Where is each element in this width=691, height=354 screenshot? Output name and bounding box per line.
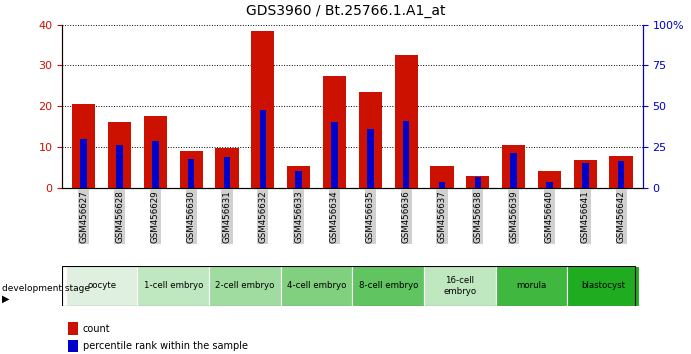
Bar bbox=[108, 122, 131, 188]
Bar bbox=[116, 145, 123, 188]
Bar bbox=[252, 31, 274, 188]
Bar bbox=[609, 156, 633, 188]
Text: development stage: development stage bbox=[2, 284, 90, 293]
Bar bbox=[331, 122, 338, 188]
Text: GSM456634: GSM456634 bbox=[330, 190, 339, 242]
Bar bbox=[287, 166, 310, 188]
Bar bbox=[395, 55, 418, 188]
Text: GSM456642: GSM456642 bbox=[616, 190, 625, 242]
Bar bbox=[152, 141, 158, 188]
Bar bbox=[72, 104, 95, 188]
Text: GSM456637: GSM456637 bbox=[437, 190, 446, 242]
Bar bbox=[367, 129, 374, 188]
Text: 2-cell embryo: 2-cell embryo bbox=[215, 281, 274, 290]
Bar bbox=[260, 110, 266, 188]
Bar bbox=[538, 171, 561, 188]
Text: oocyte: oocyte bbox=[87, 281, 116, 290]
Bar bbox=[224, 157, 230, 188]
Text: ▶: ▶ bbox=[2, 294, 10, 304]
Bar bbox=[495, 266, 567, 306]
Bar bbox=[582, 163, 589, 188]
Text: 1-cell embryo: 1-cell embryo bbox=[144, 281, 203, 290]
Bar bbox=[68, 340, 79, 352]
Bar bbox=[352, 266, 424, 306]
Text: count: count bbox=[82, 324, 110, 333]
Bar bbox=[296, 171, 302, 188]
Text: GSM456629: GSM456629 bbox=[151, 190, 160, 242]
Bar bbox=[216, 148, 238, 188]
Bar bbox=[209, 266, 281, 306]
Bar bbox=[574, 160, 597, 188]
Text: GSM456627: GSM456627 bbox=[79, 190, 88, 242]
Text: GSM456631: GSM456631 bbox=[223, 190, 231, 242]
Bar bbox=[567, 266, 639, 306]
Text: GSM456630: GSM456630 bbox=[187, 190, 196, 242]
Bar bbox=[424, 266, 495, 306]
Bar bbox=[144, 116, 167, 188]
Text: percentile rank within the sample: percentile rank within the sample bbox=[82, 341, 247, 351]
Text: GSM456640: GSM456640 bbox=[545, 190, 554, 242]
Text: GSM456628: GSM456628 bbox=[115, 190, 124, 242]
Bar bbox=[475, 177, 481, 188]
Bar bbox=[281, 266, 352, 306]
Text: GSM456632: GSM456632 bbox=[258, 190, 267, 242]
Text: GSM456633: GSM456633 bbox=[294, 190, 303, 242]
Bar bbox=[439, 182, 445, 188]
Bar bbox=[403, 121, 409, 188]
Bar bbox=[618, 161, 625, 188]
Text: GDS3960 / Bt.25766.1.A1_at: GDS3960 / Bt.25766.1.A1_at bbox=[246, 4, 445, 18]
Text: morula: morula bbox=[516, 281, 547, 290]
Bar bbox=[80, 139, 87, 188]
Bar bbox=[430, 166, 453, 188]
Text: GSM456635: GSM456635 bbox=[366, 190, 375, 242]
Bar bbox=[502, 145, 525, 188]
Bar bbox=[511, 153, 517, 188]
Bar bbox=[547, 182, 553, 188]
Bar bbox=[68, 322, 79, 335]
Text: blastocyst: blastocyst bbox=[581, 281, 625, 290]
Text: GSM456641: GSM456641 bbox=[581, 190, 590, 242]
Text: GSM456638: GSM456638 bbox=[473, 190, 482, 242]
Bar bbox=[138, 266, 209, 306]
Bar bbox=[466, 176, 489, 188]
Text: 8-cell embryo: 8-cell embryo bbox=[359, 281, 418, 290]
Bar bbox=[359, 92, 382, 188]
Text: 4-cell embryo: 4-cell embryo bbox=[287, 281, 346, 290]
Text: 16-cell
embryo: 16-cell embryo bbox=[444, 276, 477, 296]
Bar bbox=[188, 159, 194, 188]
Bar bbox=[66, 266, 138, 306]
Bar bbox=[180, 151, 203, 188]
Text: GSM456639: GSM456639 bbox=[509, 190, 518, 242]
Text: GSM456636: GSM456636 bbox=[401, 190, 410, 242]
Bar bbox=[323, 76, 346, 188]
